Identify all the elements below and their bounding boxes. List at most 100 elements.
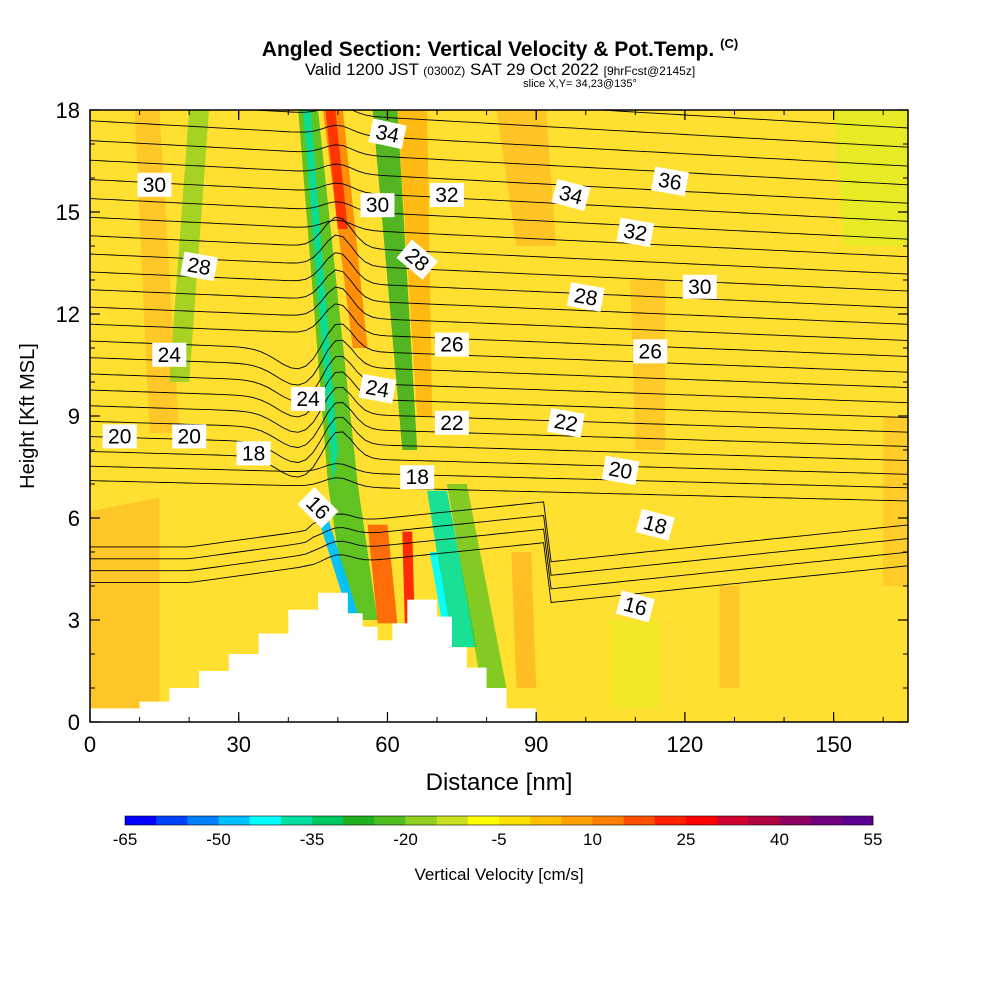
contour-label-text: 28 xyxy=(186,254,213,281)
contour-label: 26 xyxy=(434,332,469,357)
colorbar-swatch xyxy=(436,816,469,825)
theta-contour-line xyxy=(90,501,908,563)
theta-contour-line xyxy=(90,0,908,28)
contour-label-box xyxy=(547,408,585,438)
colorbar-swatch xyxy=(125,816,157,825)
contour-label: 30 xyxy=(137,172,172,197)
contour-label: 20 xyxy=(601,455,640,486)
y-tick-label: 3 xyxy=(68,608,80,633)
contour-label-box xyxy=(297,487,339,529)
contour-label: 20 xyxy=(102,424,137,449)
colorbar-swatch xyxy=(374,816,406,825)
contour-label-text: 26 xyxy=(440,334,463,357)
valid-prefix: Valid 1200 JST xyxy=(304,60,419,79)
updraft-band xyxy=(511,552,537,688)
colorbar-swatch xyxy=(156,816,188,825)
contour-label-box xyxy=(172,424,207,449)
contour-label-text: 30 xyxy=(366,194,389,217)
colorbar-swatch xyxy=(810,816,843,825)
colorbar-swatch xyxy=(280,816,313,825)
theta-contour-line xyxy=(90,120,908,167)
theta-contour-line xyxy=(90,515,908,576)
colorbar-tick-label: 25 xyxy=(677,830,696,849)
colorbar-tick-label: -5 xyxy=(491,830,506,849)
colorbar-swatch xyxy=(530,816,562,825)
contour-label: 34 xyxy=(368,118,407,150)
contour-label-box xyxy=(635,508,675,541)
theta-contour-line xyxy=(90,402,908,448)
x-tick-label: 60 xyxy=(375,732,399,757)
downdraft-band xyxy=(318,518,358,614)
theta-contour-line xyxy=(247,110,908,148)
theta-contour-line xyxy=(90,0,908,48)
theta-contour-line xyxy=(90,463,908,489)
contour-label-text: 36 xyxy=(656,169,683,196)
contour-label: 18 xyxy=(236,441,271,466)
theta-contour-line xyxy=(90,60,908,109)
updraft-band xyxy=(719,586,740,688)
theta-contours xyxy=(90,0,908,603)
contour-label: 28 xyxy=(566,282,605,312)
colorbar-swatch xyxy=(654,816,687,825)
title-tag: (C) xyxy=(720,36,739,51)
theta-contour-line xyxy=(90,355,908,404)
theta-contour-line xyxy=(90,431,908,478)
valid-utc: (0300Z) xyxy=(423,64,466,78)
contour-label-text: 30 xyxy=(688,276,711,299)
contour-label-text: 18 xyxy=(406,466,429,489)
x-axis-label: Distance [nm] xyxy=(426,769,573,796)
updraft-band xyxy=(367,524,398,624)
contour-label: 30 xyxy=(682,274,717,299)
colorbar-tick-label: -65 xyxy=(113,830,138,849)
contour-label-box xyxy=(400,465,435,490)
contour-label-box xyxy=(651,166,689,197)
theta-contour-line xyxy=(592,110,908,129)
contour-label: 20 xyxy=(172,424,207,449)
colorbar-swatch xyxy=(312,816,344,825)
chart-subtitle-valid: Valid 1200 JST (0300Z) SAT 29 Oct 2022 [… xyxy=(0,60,1000,80)
x-tick-label: 120 xyxy=(667,732,704,757)
colorbar-swatch xyxy=(779,816,811,825)
plot-background xyxy=(90,110,908,722)
contour-label: 22 xyxy=(434,410,469,435)
contour-label-box xyxy=(291,387,326,411)
contour-label: 26 xyxy=(633,339,668,364)
downdraft-band xyxy=(429,552,452,637)
contour-label-box xyxy=(616,217,655,248)
valid-date: SAT 29 Oct 2022 xyxy=(470,60,599,79)
theta-contour-line xyxy=(90,477,908,502)
colorbar-swatch xyxy=(499,816,531,825)
title-main-text: Angled Section: Vertical Velocity & Pot.… xyxy=(261,38,715,61)
x-tick-label: 150 xyxy=(815,732,852,757)
colorbar-tick-label: 40 xyxy=(770,830,789,849)
updraft-band xyxy=(325,110,348,229)
colorbar-tick-label: -20 xyxy=(393,830,418,849)
y-axis-label: Height [Kft MSL] xyxy=(17,343,39,489)
contour-label-box xyxy=(360,193,395,218)
valid-fcst: [9hrFcst@2145z] xyxy=(603,64,696,78)
theta-contour-line xyxy=(90,386,908,433)
contour-label-box xyxy=(566,282,605,312)
contour-label-text: 24 xyxy=(158,344,182,367)
colorbar-swatch xyxy=(748,816,780,825)
colorbar-tick-label: 10 xyxy=(583,830,602,849)
contour-label: 32 xyxy=(616,217,655,248)
theta-contour-line xyxy=(90,252,908,309)
downdraft-band xyxy=(446,484,507,688)
theta-contour-line xyxy=(90,323,908,373)
colorbar: -65 -50 -35 -20 -5 10 25 40 55 xyxy=(113,815,882,849)
contour-label-box xyxy=(633,339,668,364)
theta-contour-line xyxy=(90,216,908,258)
colorbar-swatch xyxy=(592,816,624,825)
contour-label: 34 xyxy=(551,179,591,211)
terrain-shape xyxy=(90,592,537,722)
contour-label-text: 24 xyxy=(364,376,391,403)
y-tick-label: 15 xyxy=(56,200,80,225)
theta-contour-line xyxy=(90,339,908,389)
colorbar-swatch xyxy=(717,816,749,825)
downdraft-band xyxy=(303,110,338,484)
contour-label-text: 34 xyxy=(374,121,402,148)
